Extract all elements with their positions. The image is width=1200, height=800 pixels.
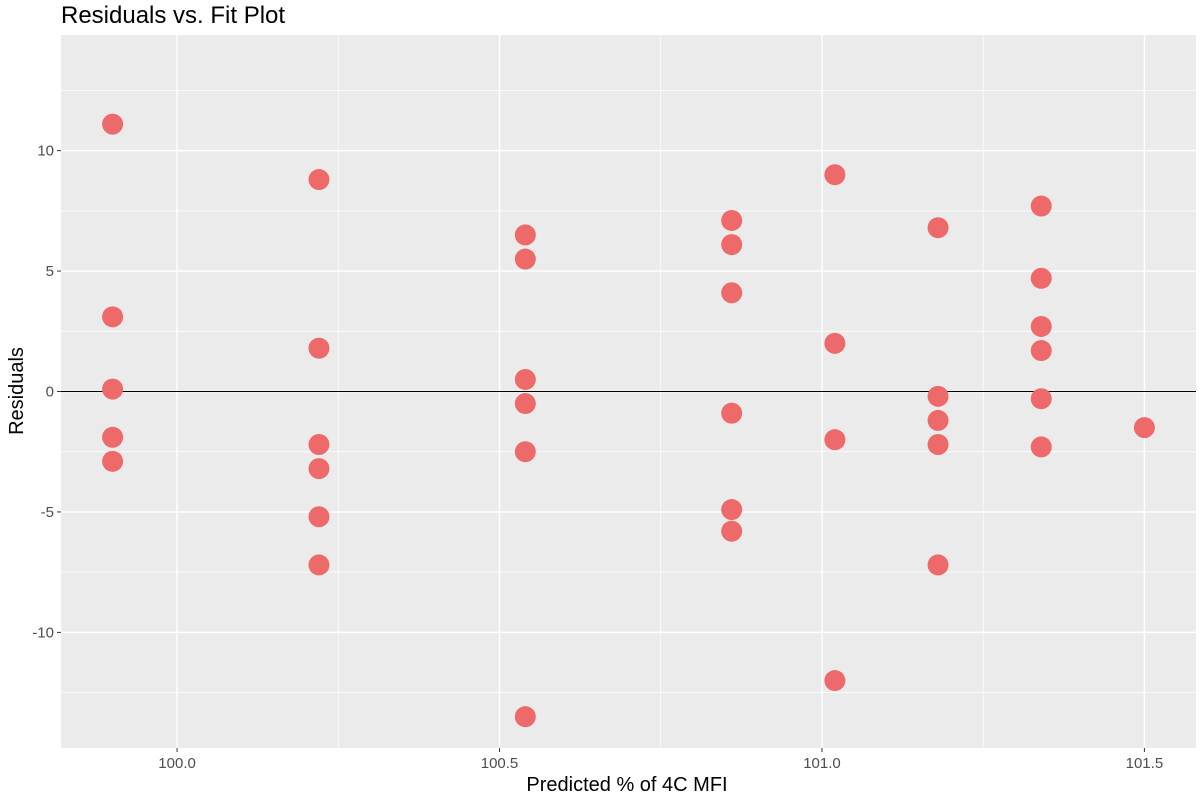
data-point <box>102 378 124 400</box>
data-point <box>514 368 536 390</box>
data-points <box>102 113 1155 728</box>
data-point <box>721 234 743 256</box>
data-point <box>102 450 124 472</box>
data-point <box>927 409 949 431</box>
data-point <box>1030 340 1052 362</box>
x-tick-label: 101.0 <box>803 755 841 772</box>
data-point <box>308 433 330 455</box>
data-point <box>927 554 949 576</box>
data-point <box>927 433 949 455</box>
data-point <box>308 169 330 191</box>
data-point <box>514 393 536 415</box>
minor-grid <box>61 35 1196 748</box>
data-point <box>721 520 743 542</box>
data-point <box>102 113 124 135</box>
data-point <box>308 554 330 576</box>
data-point <box>1030 436 1052 458</box>
data-point <box>308 337 330 359</box>
data-point <box>1030 195 1052 217</box>
data-point <box>1030 267 1052 289</box>
data-point <box>514 441 536 463</box>
data-point <box>721 282 743 304</box>
chart-title: Residuals vs. Fit Plot <box>61 2 286 29</box>
data-point <box>1133 417 1155 439</box>
data-point <box>721 402 743 424</box>
data-point <box>824 429 846 451</box>
data-point <box>721 499 743 521</box>
data-point <box>102 426 124 448</box>
data-point <box>308 458 330 480</box>
data-point <box>927 385 949 407</box>
data-point <box>824 670 846 692</box>
y-tick-label: -10 <box>32 624 54 641</box>
data-point <box>1030 315 1052 337</box>
data-point <box>927 217 949 239</box>
data-point <box>514 248 536 270</box>
data-point <box>721 209 743 231</box>
x-axis-label: Predicted % of 4C MFI <box>526 774 727 796</box>
y-tick-label: 5 <box>46 263 54 280</box>
x-tick-label: 100.0 <box>158 755 196 772</box>
x-axis-ticks: 100.0 100.5 101.0 101.5 <box>158 748 1163 772</box>
x-tick-label: 101.5 <box>1126 755 1164 772</box>
y-tick-label: 10 <box>37 143 54 160</box>
y-tick-label: -5 <box>41 504 54 521</box>
y-axis-ticks: -10 -5 0 5 10 <box>32 143 61 641</box>
data-point <box>514 224 536 246</box>
y-axis-label: Residuals <box>6 347 28 435</box>
y-tick-label: 0 <box>46 384 54 401</box>
x-tick-label: 100.5 <box>481 755 519 772</box>
data-point <box>308 506 330 528</box>
data-point <box>1030 388 1052 410</box>
data-point <box>824 164 846 186</box>
data-point <box>824 332 846 354</box>
data-point <box>102 306 124 328</box>
data-point <box>514 706 536 728</box>
